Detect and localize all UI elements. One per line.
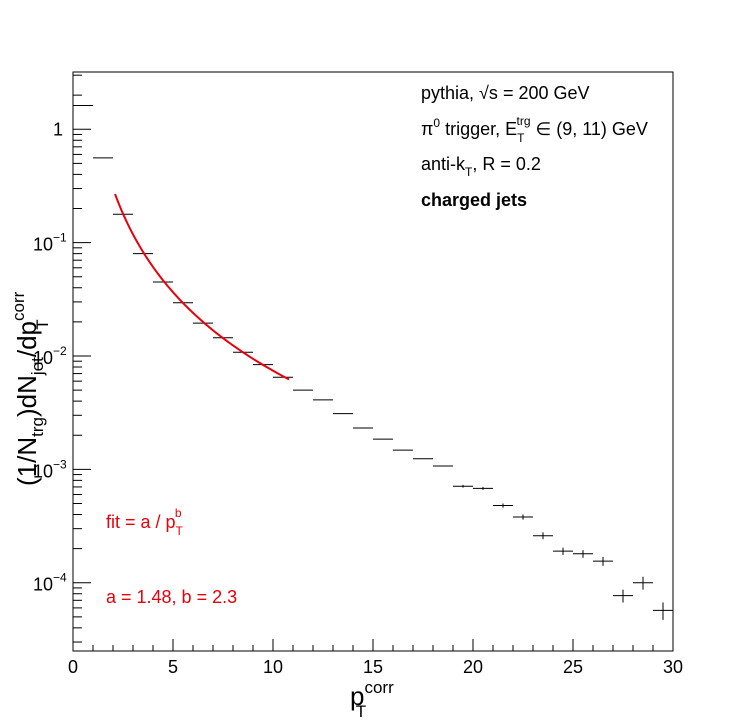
- x-tick-label: 15: [363, 657, 383, 677]
- x-tick-label: 30: [663, 657, 683, 677]
- data-point: [453, 484, 473, 488]
- y-axis-title: (1/Ntrg)dNjet/dpcorrT: [9, 291, 52, 486]
- legend-algorithm: anti-kT, R = 0.2: [421, 154, 541, 179]
- data-point: [513, 514, 533, 520]
- y-tick-label: 10−3: [33, 457, 67, 481]
- fit-curve: [114, 193, 290, 381]
- fit-annotation: fit = a / pTb a = 1.48, b = 2.3: [106, 506, 237, 607]
- data-point: [593, 556, 613, 566]
- x-tick-label: 5: [168, 657, 178, 677]
- data-point: [633, 576, 653, 590]
- y-tick-label: 10−4: [33, 571, 67, 595]
- x-axis-title: pcorr T: [350, 678, 394, 721]
- legend-trigger: π0 trigger, ETtrg ∈ (9, 11) GeV: [421, 114, 648, 145]
- x-tick-label: 20: [463, 657, 483, 677]
- plot-frame: [72, 71, 674, 652]
- fit-formula: fit = a / pTb: [106, 506, 184, 538]
- data-point: [533, 532, 553, 540]
- x-tick-label: 25: [563, 657, 583, 677]
- fit-parameters: a = 1.48, b = 2.3: [106, 587, 237, 607]
- data-point: [493, 503, 513, 508]
- data-point: [553, 547, 573, 555]
- data-point: [573, 550, 593, 558]
- data-point: [653, 602, 673, 620]
- data-points: [73, 105, 673, 620]
- x-tick-label: 10: [263, 657, 283, 677]
- x-tick-label: 0: [68, 657, 78, 677]
- data-point: [473, 486, 493, 490]
- y-tick-label: 10−2: [33, 344, 67, 368]
- y-axis-ticks: 10−4 10−3 10−2 10−1 1: [33, 74, 91, 643]
- legend-jet-type: charged jets: [421, 190, 527, 210]
- legend: pythia, √s = 200 GeV π0 trigger, ETtrg ∈…: [421, 83, 648, 210]
- y-tick-label: 10−1: [33, 231, 67, 255]
- y-tick-label: 1: [53, 119, 63, 139]
- data-point: [613, 589, 633, 603]
- x-axis-ticks: 0 5 10 15 20 25 30: [68, 639, 683, 677]
- legend-generator: pythia, √s = 200 GeV: [421, 83, 590, 103]
